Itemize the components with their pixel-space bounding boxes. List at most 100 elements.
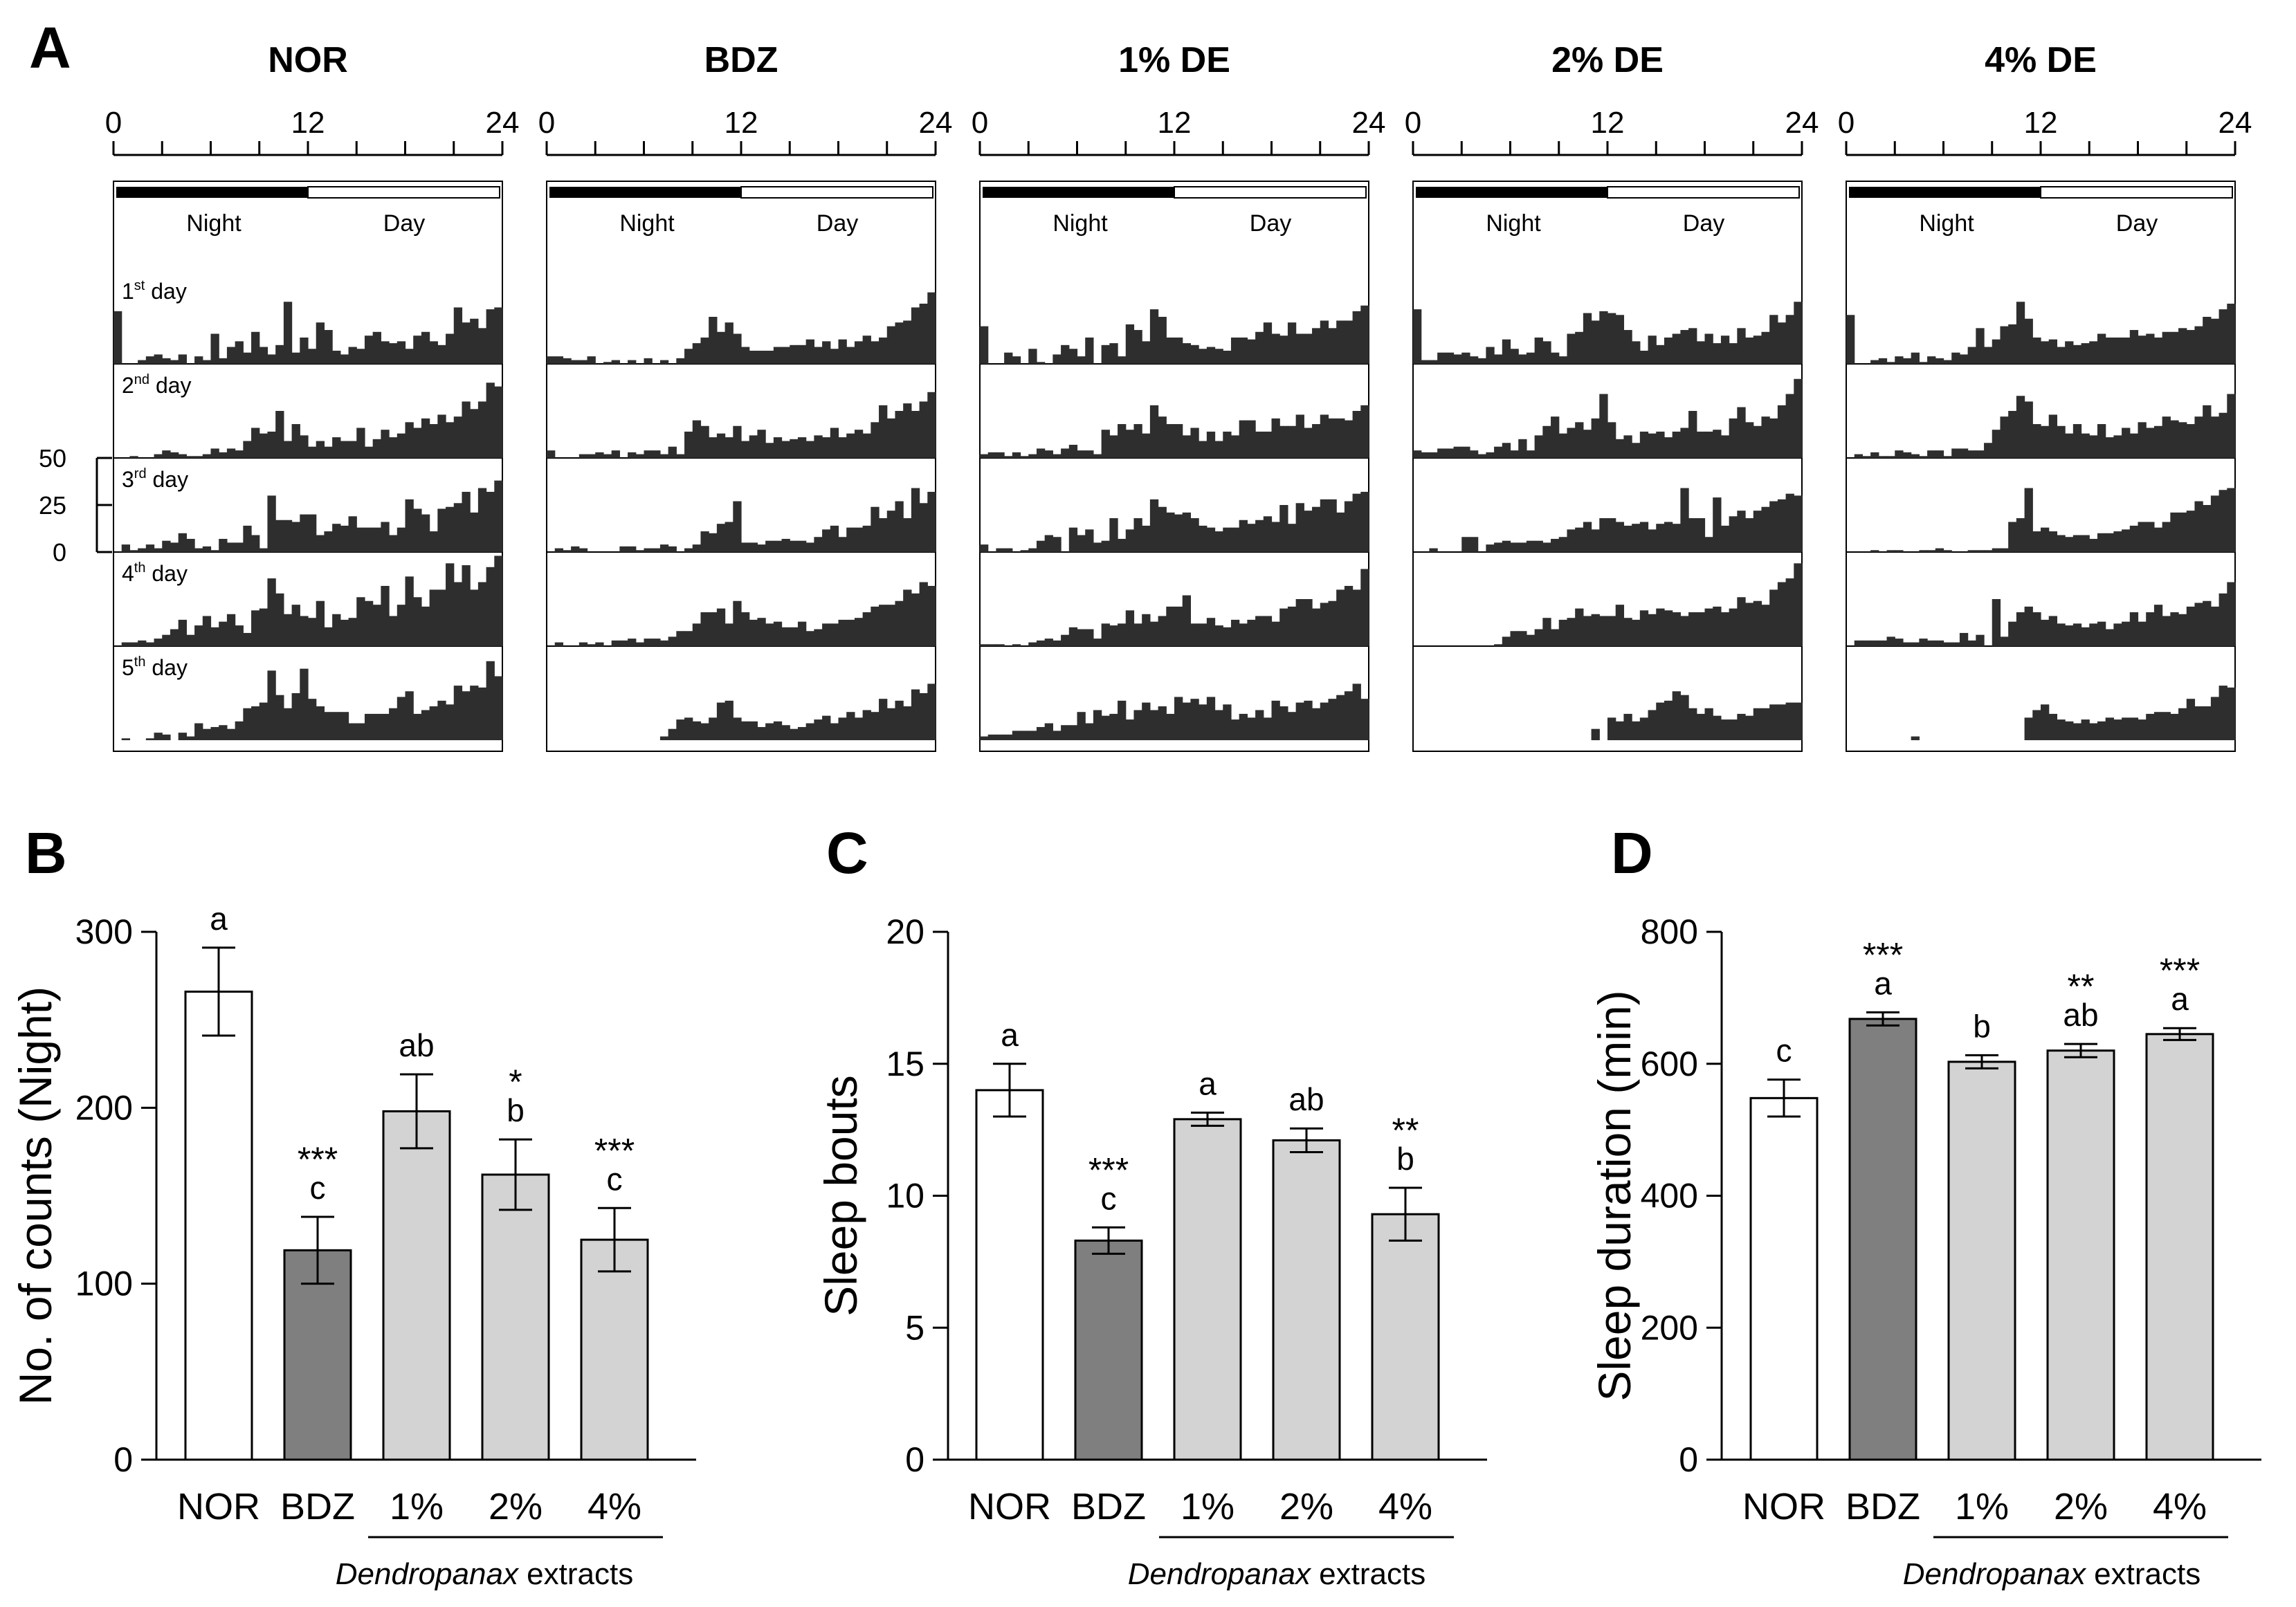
activity-bin	[1502, 540, 1511, 552]
activity-bin	[919, 693, 928, 740]
activity-bin	[1199, 525, 1208, 552]
activity-bin	[1255, 431, 1264, 458]
activity-bin	[854, 341, 864, 364]
activity-bin	[1093, 542, 1102, 552]
activity-bin	[830, 428, 839, 458]
activity-bin	[1133, 710, 1142, 740]
activity-bin	[628, 452, 637, 458]
significance-stars: **	[2068, 967, 2095, 1006]
activity-bin	[652, 548, 661, 552]
activity-bin	[2178, 708, 2187, 740]
activity-bin	[1295, 333, 1304, 364]
activity-bin	[446, 422, 455, 458]
activity-bin	[854, 430, 864, 458]
activity-bin	[226, 614, 236, 646]
activity-bin	[1166, 424, 1175, 458]
activity-bin	[927, 491, 936, 552]
activity-bin	[709, 317, 718, 364]
activity-bin	[805, 631, 814, 646]
activity-bin	[1230, 719, 1240, 740]
activity-bin	[1287, 322, 1297, 364]
activity-bin	[2146, 522, 2155, 552]
significance-letter: ab	[399, 1027, 434, 1063]
y-tick-label: 300	[75, 912, 133, 951]
activity-bin	[348, 441, 357, 458]
activity-bin	[1182, 702, 1192, 740]
night-label: Night	[619, 210, 675, 237]
activity-bin	[1469, 450, 1479, 458]
activity-bin	[2016, 612, 2025, 646]
activity-bin	[1190, 428, 1199, 458]
activity-bin	[129, 456, 138, 458]
activity-bin	[1044, 535, 1053, 552]
activity-bin	[1036, 540, 1046, 552]
activity-bin	[2065, 341, 2074, 364]
activity-bin	[1664, 700, 1673, 740]
activity-bin	[413, 713, 422, 740]
activity-bin	[1607, 518, 1616, 552]
activity-bin	[1927, 550, 1936, 552]
x-tick-label-1pct: 1%	[1181, 1486, 1234, 1527]
activity-bin	[1166, 337, 1175, 364]
activity-bin	[1664, 437, 1673, 458]
bar-nor	[1749, 1096, 1819, 1461]
activity-bin	[1632, 443, 1641, 458]
activity-bin	[389, 616, 398, 646]
activity-bin	[635, 550, 645, 552]
activity-bin	[1077, 356, 1086, 364]
activity-bin	[1255, 331, 1264, 364]
activity-bin	[773, 347, 783, 364]
activity-bin	[462, 491, 471, 552]
activity-bin	[741, 441, 750, 458]
activity-bin	[765, 350, 774, 364]
x-tick-label-bdz: BDZ	[1071, 1486, 1146, 1527]
significance-letter: c	[310, 1170, 326, 1206]
x-tick-label-4pct: 4%	[1378, 1486, 1432, 1527]
activity-bin	[2170, 420, 2179, 458]
activity-bin	[494, 480, 503, 552]
activity-bin	[1149, 710, 1159, 740]
activity-bin	[980, 454, 989, 458]
activity-bin	[1149, 309, 1159, 364]
activity-bin	[324, 627, 333, 646]
activity-bin	[862, 612, 871, 646]
activity-bin	[871, 712, 880, 740]
night-bar	[1416, 187, 1607, 198]
activity-bin	[749, 435, 758, 458]
activity-bin	[1312, 708, 1321, 740]
activity-bin	[1190, 518, 1199, 552]
activity-bin	[1061, 634, 1070, 646]
activity-bin	[1109, 435, 1118, 458]
activity-bin	[1785, 394, 1794, 458]
y-tick-label: 10	[886, 1177, 924, 1215]
activity-bin	[332, 614, 341, 646]
activity-bin	[1158, 317, 1167, 364]
activity-bin	[1174, 424, 1183, 458]
night-bar	[116, 187, 308, 198]
activity-bin	[611, 640, 620, 646]
activity-bin	[987, 734, 997, 740]
activity-bin	[1360, 569, 1369, 646]
activity-bin	[1761, 708, 1770, 740]
activity-bin	[1239, 623, 1248, 646]
activity-bin	[1320, 499, 1329, 552]
day-label-4: 4th day	[122, 560, 188, 586]
activity-bin	[2105, 337, 2114, 364]
activity-bin	[243, 441, 252, 458]
activity-bin	[477, 401, 487, 458]
activity-bin	[275, 411, 284, 458]
day-number: 5	[122, 655, 134, 680]
activity-bin	[1101, 623, 1110, 646]
activity-bin	[1992, 548, 2001, 552]
actogram-frame	[1412, 181, 1803, 752]
activity-bin	[1777, 405, 1787, 458]
activity-bin	[1794, 378, 1803, 458]
activity-bin	[421, 710, 430, 740]
activity-bin	[1149, 405, 1159, 458]
significance-letter: ab	[2063, 997, 2098, 1033]
activity-bin	[2186, 330, 2196, 364]
actogram-1pct-de: 1% DE 0 12 24 Night Day	[972, 40, 1385, 752]
activity-bin	[1352, 589, 1361, 646]
activity-bin	[186, 456, 195, 458]
